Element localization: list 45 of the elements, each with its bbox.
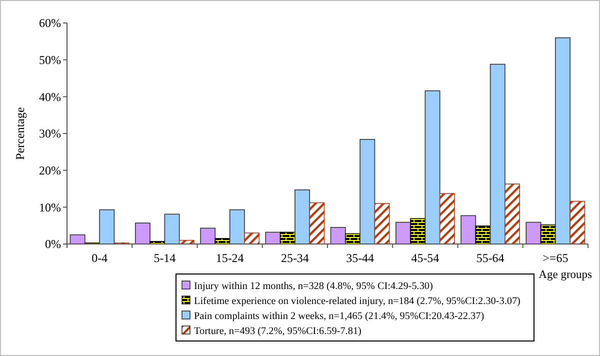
x-tick-label: 45-54 — [411, 251, 440, 265]
bar — [490, 64, 506, 244]
bar — [424, 90, 440, 244]
bar — [410, 218, 426, 244]
x-tick-label: 15-24 — [216, 251, 244, 265]
bar — [309, 202, 325, 244]
bar — [540, 224, 556, 244]
bar — [475, 226, 491, 244]
legend-label: Torture, n=493 (7.2%, 95%CI:6.59-7.81) — [194, 326, 362, 337]
bar — [330, 227, 346, 244]
legend-label: Pain complaints within 2 weeks, n=1,465 (21.4%, 95%CI:20.43-22.37) — [194, 311, 484, 322]
y-tick-label: 30% — [39, 126, 61, 141]
bar — [526, 222, 542, 244]
bar — [229, 209, 245, 244]
x-axis-title: Age groups — [538, 269, 593, 281]
bar — [395, 222, 411, 244]
bar — [360, 138, 376, 244]
y-tick-label: 10% — [39, 200, 61, 214]
x-tick-label: >=65 — [542, 251, 568, 265]
y-axis-title: Percentage — [13, 107, 27, 160]
bar — [555, 37, 570, 244]
y-tick-label: 60% — [39, 16, 61, 30]
bar — [374, 203, 390, 244]
x-tick-label: 5-14 — [154, 251, 176, 265]
bar — [244, 232, 260, 244]
bar — [570, 200, 586, 244]
bar — [439, 193, 455, 244]
bar — [294, 189, 310, 244]
x-tick-label: 0-4 — [92, 251, 108, 265]
bar — [504, 184, 520, 244]
bar — [200, 228, 216, 244]
bar — [134, 222, 150, 244]
legend-label: Injury within 12 months, n=328 (4.8%, 95% CI:4.29-5.30) — [194, 281, 433, 292]
bar — [70, 234, 86, 244]
x-tick-label: 35-44 — [346, 251, 374, 265]
y-tick-label: 20% — [39, 164, 61, 178]
legend-label: Lifetime experience on violence-related injury, n=184 (2.7%, 95%CI:2.30-3.07) — [194, 296, 520, 307]
bar — [460, 215, 476, 244]
y-tick-label: 40% — [39, 90, 61, 104]
y-tick-label: 0% — [45, 237, 61, 252]
x-tick-label: 25-34 — [280, 251, 309, 265]
y-tick-label: 50% — [39, 53, 61, 68]
bar — [164, 214, 180, 244]
bar — [99, 209, 115, 244]
x-tick-label: 55-64 — [476, 251, 504, 265]
